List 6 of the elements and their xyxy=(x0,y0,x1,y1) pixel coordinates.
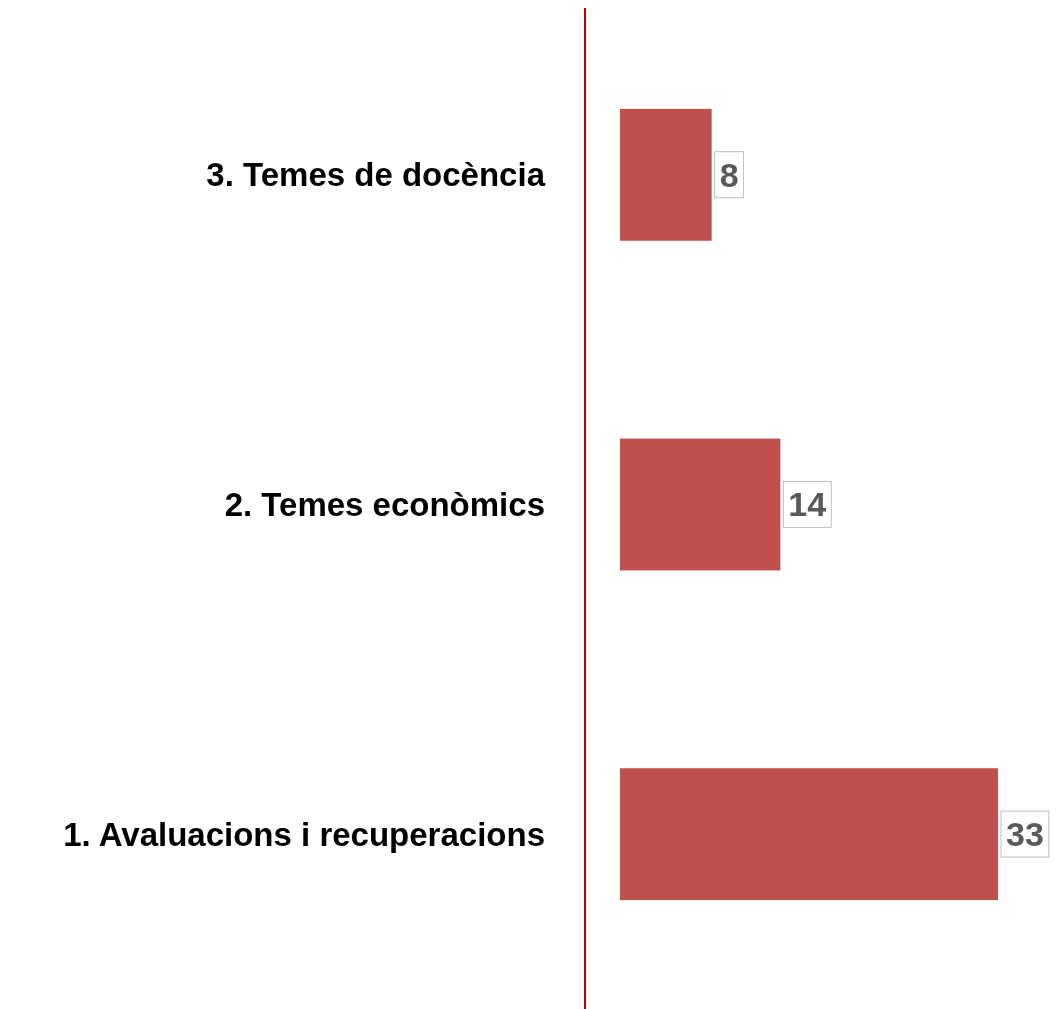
y-tick-label: 2. Temes econòmics xyxy=(224,486,545,524)
data-label: 14 xyxy=(788,485,827,524)
y-tick-label: 3. Temes de docència xyxy=(206,156,546,194)
y-tick-label: 1. Avaluacions i recuperacions xyxy=(63,815,545,853)
data-label: 33 xyxy=(1006,815,1044,854)
data-label: 8 xyxy=(719,155,739,194)
